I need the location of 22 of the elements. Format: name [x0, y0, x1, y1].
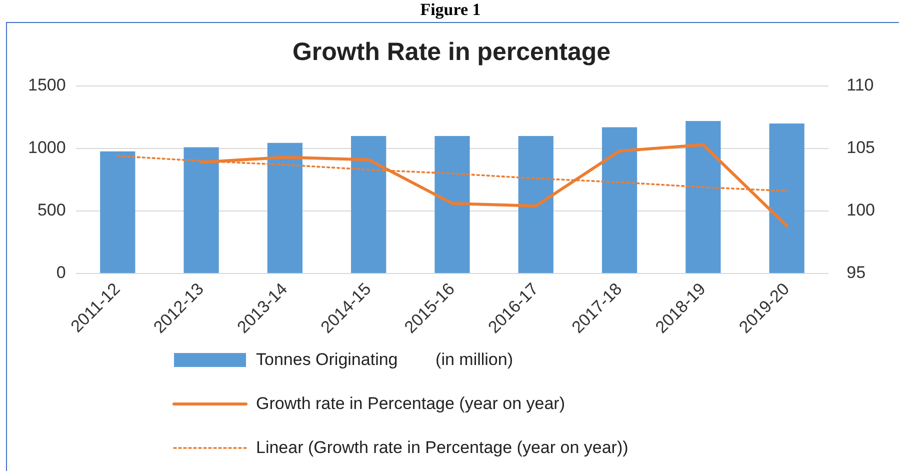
bar [434, 136, 470, 273]
bar [100, 151, 136, 273]
legend-label: Linear (Growth rate in Percentage (year on year)) [256, 438, 628, 458]
y-tick-label: 1000 [28, 138, 66, 158]
y2-tick-label: 110 [846, 76, 874, 95]
y-tick-label: 0 [56, 263, 66, 282]
caption: Figure 1 [419, 0, 482, 20]
bar [602, 127, 638, 273]
bar [518, 136, 554, 273]
legend-label: Growth rate in Percentage (year on year) [256, 394, 565, 414]
bar [351, 136, 386, 273]
bar [686, 120, 721, 273]
y-tick-label: 500 [37, 200, 66, 220]
y2-tick-label: 100 [846, 200, 876, 220]
chart-title: Growth Rate in percentage [292, 38, 611, 66]
bar [769, 123, 804, 273]
y2-tick-label: 105 [846, 138, 876, 158]
bar [184, 147, 219, 273]
legend-label: Tonnes Originating (in million) [256, 350, 513, 370]
y2-tick-label: 95 [846, 263, 866, 282]
y-tick-label: 1500 [28, 76, 66, 95]
bar [267, 142, 302, 273]
